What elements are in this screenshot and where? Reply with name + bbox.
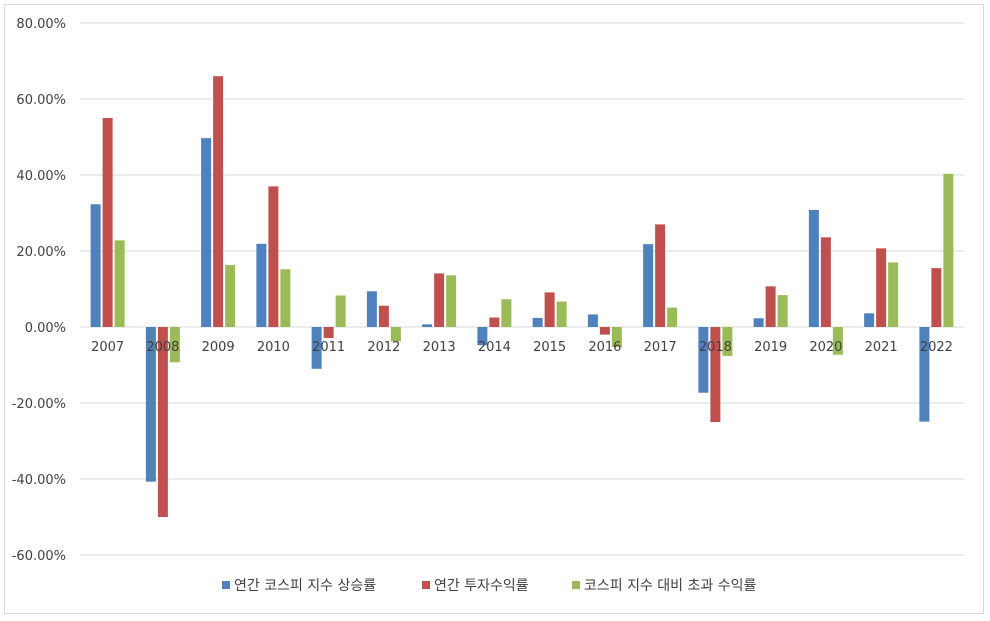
bar-2022-series-3 — [943, 173, 954, 327]
x-tick-label: 2021 — [865, 340, 898, 355]
bar-2014-series-1 — [477, 327, 488, 346]
y-tick-label: -20.00% — [12, 397, 66, 412]
x-tick-label: 2009 — [202, 340, 235, 355]
bar-2012-series-1 — [366, 291, 377, 327]
bar-2012-series-3 — [390, 327, 401, 342]
x-tick-label: 2016 — [588, 340, 621, 355]
bar-2018-series-1 — [698, 327, 709, 393]
bar-2009-series-3 — [225, 265, 236, 327]
bar-2016-series-1 — [587, 314, 598, 327]
bar-2011-series-1 — [311, 327, 322, 369]
bar-2010-series-3 — [280, 269, 291, 327]
x-tick-label: 2018 — [699, 340, 732, 355]
y-tick-label: 0.00% — [25, 321, 66, 336]
bar-2008-series-2 — [157, 327, 168, 517]
y-tick-label: 20.00% — [16, 245, 66, 260]
bar-2020-series-1 — [808, 209, 819, 327]
bar-2013-series-3 — [446, 275, 457, 327]
bar-2013-series-2 — [434, 273, 445, 327]
bar-2014-series-3 — [501, 299, 512, 327]
bar-2012-series-2 — [378, 305, 389, 327]
bar-2018-series-2 — [710, 327, 721, 422]
gridlines — [80, 22, 964, 556]
legend-swatch — [572, 581, 580, 589]
y-tick-label: 60.00% — [16, 93, 66, 108]
bar-2008-series-3 — [169, 327, 180, 363]
x-tick-label: 2017 — [644, 340, 677, 355]
bar-2007-series-1 — [90, 204, 101, 327]
legend-label: 연간 코스피 지수 상승률 — [234, 578, 376, 594]
legend: 연간 코스피 지수 상승률 연간 투자수익률 코스피 지수 대비 초과 수익률 — [222, 578, 756, 594]
bar-2020-series-2 — [820, 237, 831, 327]
x-tick-label: 2012 — [367, 340, 400, 355]
x-tick-label: 2010 — [257, 340, 290, 355]
legend-label: 연간 투자수익률 — [434, 578, 529, 594]
bar-2019-series-2 — [765, 286, 776, 327]
x-tick-label: 2014 — [478, 340, 511, 355]
bar-2014-series-2 — [489, 317, 500, 327]
bar-2013-series-1 — [422, 324, 433, 327]
legend-label: 코스피 지수 대비 초과 수익률 — [584, 578, 756, 594]
x-tick-label: 2013 — [423, 340, 456, 355]
bar-2011-series-3 — [335, 295, 346, 327]
y-tick-label: 80.00% — [16, 17, 66, 32]
bar-2021-series-2 — [876, 248, 887, 327]
bar-2015-series-2 — [544, 292, 555, 327]
y-tick-label: 40.00% — [16, 169, 66, 184]
bar-2019-series-1 — [753, 318, 764, 327]
bar-2016-series-2 — [599, 327, 610, 335]
x-tick-label: 2015 — [533, 340, 566, 355]
x-tick-label: 2019 — [754, 340, 787, 355]
bar-2007-series-3 — [114, 240, 125, 327]
bar-2022-series-1 — [919, 327, 930, 422]
bar-2019-series-3 — [777, 295, 788, 327]
y-tick-label: -60.00% — [12, 549, 66, 564]
bar-2021-series-3 — [888, 262, 899, 327]
y-tick-label: -40.00% — [12, 473, 66, 488]
x-tick-label: 2007 — [91, 340, 124, 355]
bar-2021-series-1 — [864, 313, 875, 327]
bar-2017-series-2 — [655, 224, 666, 327]
bar-2009-series-1 — [201, 138, 212, 327]
bar-2010-series-1 — [256, 243, 267, 327]
x-tick-label: 2020 — [809, 340, 842, 355]
bars — [90, 76, 954, 517]
bar-2010-series-2 — [268, 186, 279, 327]
bar-2015-series-1 — [532, 317, 543, 327]
bar-2017-series-3 — [667, 307, 678, 327]
bar-2020-series-3 — [832, 327, 843, 355]
bar-2017-series-1 — [643, 244, 654, 327]
x-tick-label: 2008 — [146, 340, 179, 355]
bar-2008-series-1 — [145, 327, 156, 482]
x-tick-label: 2011 — [312, 340, 345, 355]
bar-2007-series-2 — [102, 118, 113, 327]
legend-swatch — [422, 581, 430, 589]
bar-2022-series-2 — [931, 268, 942, 327]
bar-2018-series-3 — [722, 327, 733, 356]
bar-2011-series-2 — [323, 327, 334, 339]
bar-2015-series-3 — [556, 301, 567, 327]
bar-2009-series-2 — [213, 76, 224, 327]
bar-2016-series-3 — [611, 327, 622, 348]
x-tick-label: 2022 — [920, 340, 953, 355]
x-axis-ticks: 2007 2008 2009 2010 2011 2012 2013 2014 2015 2016… — [91, 340, 953, 355]
legend-swatch — [222, 581, 230, 589]
y-axis-ticks: 80.00% 60.00% 40.00% 20.00% 0.00% -20.00% -40.… — [12, 17, 66, 564]
